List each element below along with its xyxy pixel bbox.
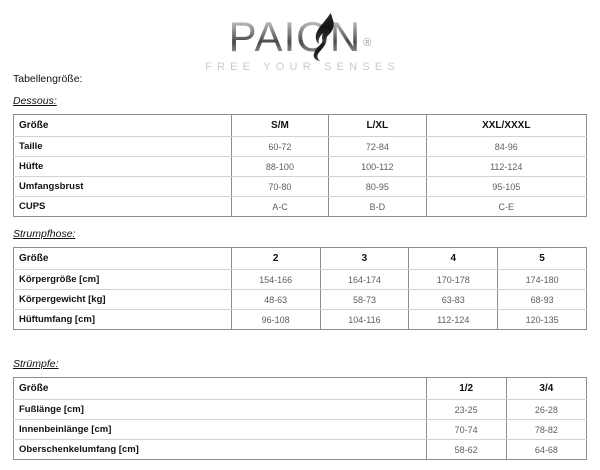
table-header-row: Größe 2 3 4 5 <box>13 247 587 270</box>
table-cell: 60-72 <box>231 136 330 157</box>
logo-wordmark: PAION ® <box>228 13 371 61</box>
section-label-strumpfhose: Strumpfhose: <box>13 228 76 240</box>
column-header: 1/2 <box>426 377 507 400</box>
table-cell: A-C <box>231 196 330 217</box>
page-title: Tabellengröße: <box>13 73 83 85</box>
table-cell: 78-82 <box>506 419 587 440</box>
section-label-dessous: Dessous: <box>13 95 57 107</box>
table-cell: 174-180 <box>497 269 587 290</box>
table-cell: 170-178 <box>408 269 499 290</box>
table-cell: 95-105 <box>426 176 587 197</box>
table-cell: 88-100 <box>231 156 330 177</box>
column-header: XXL/XXXL <box>426 114 587 137</box>
table-cell: B-D <box>328 196 427 217</box>
table-cell: C-E <box>498 201 515 212</box>
column-header: L/XL <box>328 114 427 137</box>
registered-trademark-icon: ® <box>363 37 372 49</box>
column-header: Größe <box>13 114 232 137</box>
table-cell: 58-73 <box>320 289 410 310</box>
table-cell: 154-166 <box>231 269 321 290</box>
row-label: Fußlänge [cm] <box>13 399 427 420</box>
row-label: Taille <box>13 136 232 157</box>
table-header-row: Größe 1/2 3/4 <box>13 377 587 400</box>
size-table-strumpfhose: Größe 2 3 4 5 Körpergröße [cm] 154-166 1… <box>13 247 587 330</box>
table-row: Hüftumfang [cm] 96-108 104-116 112-124 1… <box>13 309 587 330</box>
table-row: Körpergewicht [kg] 48-63 58-73 63-83 68-… <box>13 289 587 310</box>
row-label: Körpergewicht [kg] <box>13 289 232 310</box>
logo-text-part2: ION <box>283 13 362 60</box>
logo-tagline: FREE YOUR SENSES <box>205 61 400 73</box>
table-cell: 70-74 <box>426 419 507 440</box>
table-row: Oberschenkelumfang [cm] 58-62 64-68 <box>13 439 587 460</box>
table-cell: 80-95 <box>328 176 427 197</box>
row-label: CUPS <box>13 196 232 217</box>
row-label: Hüfte <box>13 156 232 177</box>
column-header: S/M <box>231 114 330 137</box>
row-label: Hüftumfang [cm] <box>13 309 232 330</box>
row-label: Innenbeinlänge [cm] <box>13 419 427 440</box>
table-row: Innenbeinlänge [cm] 70-74 78-82 <box>13 419 587 440</box>
table-row: Körpergröße [cm] 154-166 164-174 170-178… <box>13 269 587 290</box>
column-header: 3/4 <box>506 377 587 400</box>
logo-text-part1: PA <box>228 13 284 60</box>
table-cell: 58-62 <box>426 439 507 460</box>
table-row: CUPS A-C B-D C-E <box>13 196 587 217</box>
brand-logo: PAION ® FREE YOUR SENSES <box>0 13 600 73</box>
table-row: Umfangsbrust 70-80 80-95 95-105 <box>13 176 587 197</box>
table-cell: 72-84 <box>328 136 427 157</box>
column-header: 4 <box>408 247 499 270</box>
table-row: Hüfte 88-100 100-112 112-124 <box>13 156 587 177</box>
column-header: Größe <box>13 247 232 270</box>
size-table-dessous: Größe S/M L/XL XXL/XXXL Taille 60-72 72-… <box>13 114 587 217</box>
table-cell: 23-25 <box>426 399 507 420</box>
table-cell: 112-124 <box>426 156 587 177</box>
section-dessous: Dessous: Größe S/M L/XL XXL/XXXL Taille … <box>13 95 587 217</box>
table-cell: 26-28 <box>506 399 587 420</box>
column-header: 3 <box>320 247 410 270</box>
section-label-struempfe: Strümpfe: <box>13 358 59 370</box>
table-cell: 84-96 <box>426 136 587 157</box>
table-row: Fußlänge [cm] 23-25 26-28 <box>13 399 587 420</box>
table-cell: 63-83 <box>408 289 499 310</box>
row-label: Körpergröße [cm] <box>13 269 232 290</box>
table-cell: 68-93 <box>497 289 587 310</box>
table-cell: 96-108 <box>231 309 321 330</box>
table-row: Taille 60-72 72-84 84-96 <box>13 136 587 157</box>
table-cell: 100-112 <box>328 156 427 177</box>
column-header: 2 <box>231 247 321 270</box>
row-label: Umfangsbrust <box>13 176 232 197</box>
table-cell: 164-174 <box>320 269 410 290</box>
column-header: 5 <box>497 247 587 270</box>
table-cell: 104-116 <box>320 309 410 330</box>
row-label: Oberschenkelumfang [cm] <box>13 439 427 460</box>
table-cell: 48-63 <box>231 289 321 310</box>
table-cell: 112-124 <box>408 309 499 330</box>
table-header-row: Größe S/M L/XL XXL/XXXL <box>13 114 587 137</box>
table-cell: 70-80 <box>231 176 330 197</box>
size-table-struempfe: Größe 1/2 3/4 Fußlänge [cm] 23-25 26-28 … <box>13 377 587 460</box>
column-header: Größe <box>13 377 427 400</box>
section-struempfe: Strümpfe: Größe 1/2 3/4 Fußlänge [cm] 23… <box>13 358 587 460</box>
table-cell: 120-135 <box>525 314 559 325</box>
table-cell: 64-68 <box>534 444 558 455</box>
section-strumpfhose: Strumpfhose: Größe 2 3 4 5 Körpergröße [… <box>13 228 587 330</box>
